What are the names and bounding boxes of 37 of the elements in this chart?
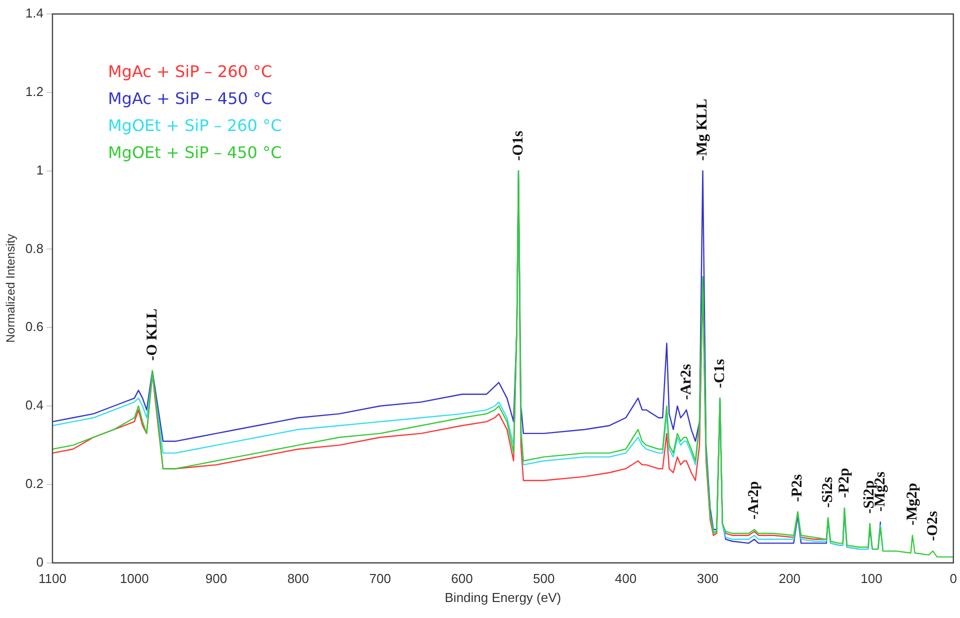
y-tick-label: 0.8 [25, 240, 44, 256]
x-tick-label: 1100 [38, 571, 66, 586]
y-tick-label: 1 [36, 162, 44, 178]
annotation: -P2p [836, 468, 852, 498]
text: MgAc + SiP – 450 °C [108, 88, 274, 110]
annotation: -O2s [924, 510, 941, 542]
x-tick-label: 500 [533, 571, 555, 586]
y-tick-label: 0.2 [25, 476, 44, 491]
y-axis-title: Normalized Intensity [4, 234, 18, 343]
y-tick-label: 0.6 [25, 319, 44, 334]
x-tick-label: 800 [287, 571, 310, 586]
y-tick-label: 0 [36, 554, 44, 570]
text: MgAc + SiP – 260 °C [108, 61, 274, 83]
annotation: -Mg KLL [694, 98, 711, 161]
x-tick-label: 200 [778, 571, 800, 586]
x-tick-label: 1000 [120, 571, 149, 586]
annotation: -P2s [790, 474, 806, 502]
annotation: -Si2s [820, 476, 836, 508]
x-tick-label: 400 [614, 571, 637, 586]
annotation: -Ar2s [678, 364, 694, 400]
annotation: -O1s [510, 130, 526, 161]
x-axis-title: Binding Energy (eV) [444, 590, 562, 605]
x-tick-label: 900 [205, 571, 228, 586]
annotation: -Mg2p [904, 482, 920, 526]
annotation: -O KLL [144, 308, 160, 361]
text: MgOEt + SiP – 260 °C [108, 115, 282, 137]
x-tick-label: 300 [696, 571, 719, 586]
y-tick-label: 0.4 [25, 398, 44, 413]
text: MgOEt + SiP – 450 °C [108, 142, 282, 164]
annotation: -C1s [712, 358, 728, 388]
x-tick-label: 700 [369, 571, 391, 586]
y-tick-label: 1.4 [25, 6, 44, 21]
x-tick-label: 100 [860, 571, 882, 586]
y-tick-label: 1.2 [25, 84, 44, 99]
annotation: -Ar2p [746, 481, 762, 520]
x-tick-label: 600 [451, 571, 473, 586]
x-tick-label: 0 [950, 571, 957, 586]
